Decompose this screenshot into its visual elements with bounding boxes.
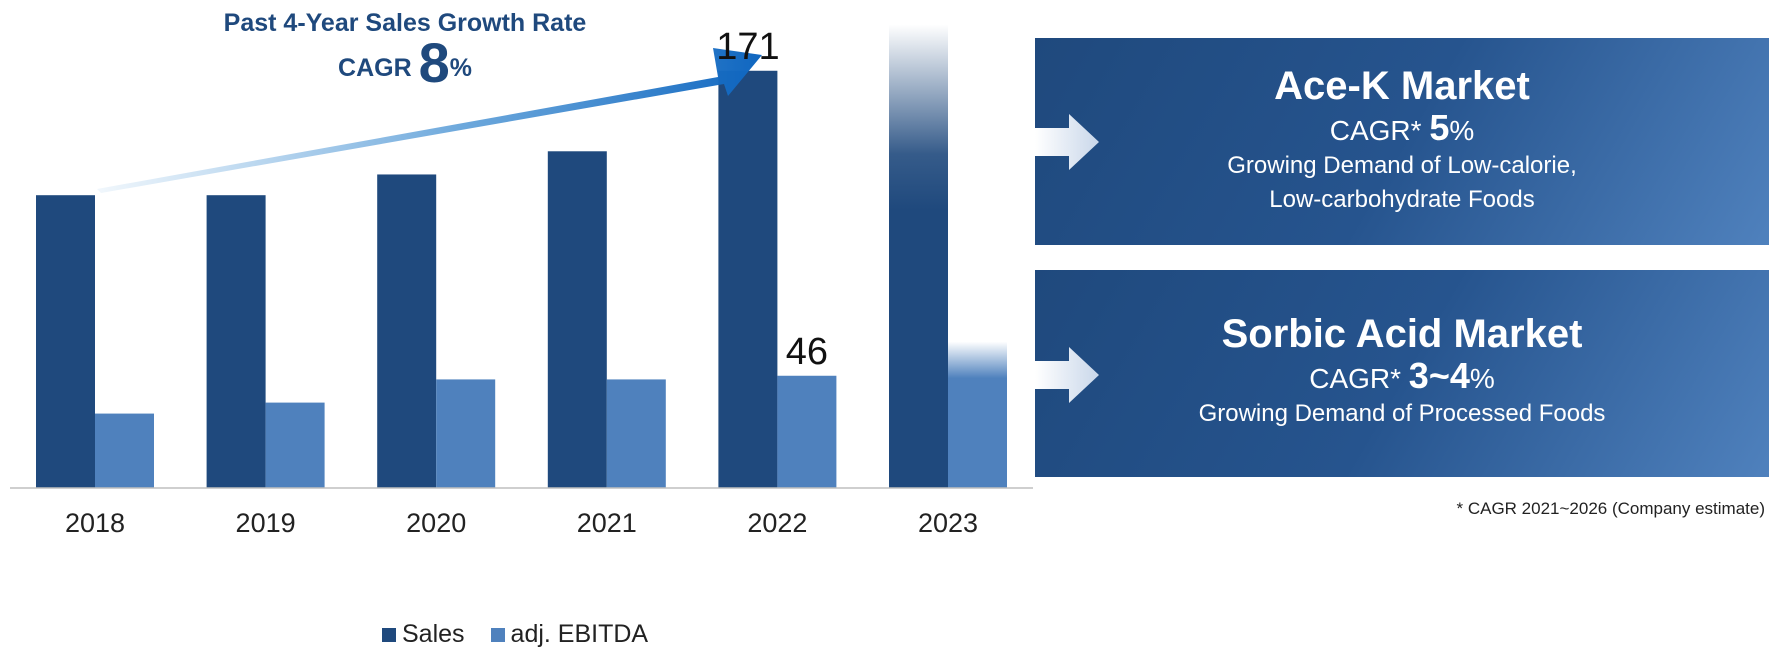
cagr-suffix: %	[449, 54, 472, 82]
footnote: * CAGR 2021~2026 (Company estimate)	[1456, 499, 1765, 518]
bar-ebitda-2021	[606, 379, 666, 488]
panel-title: Ace-K Market	[1274, 64, 1530, 108]
bar-sales-2022	[718, 70, 778, 488]
x-tick-label-2022: 2022	[747, 508, 807, 538]
ace-k-market-panel: Ace-K Market CAGR* 5% Growing Demand of …	[1035, 38, 1769, 245]
bar-ebitda-2020	[436, 379, 496, 488]
panel-cagr-suffix: %	[1469, 363, 1495, 394]
legend-item-sales: Sales	[382, 620, 465, 649]
bar-sales-2021	[547, 151, 607, 488]
panel-desc-line1: Growing Demand of Processed Foods	[1198, 400, 1606, 427]
data-label-ebitda-2022: 46	[786, 331, 828, 373]
growth-annotation-title: Past 4-Year Sales Growth Rate	[223, 9, 587, 37]
x-tick-label-2020: 2020	[406, 508, 466, 538]
arrow-pointer-1	[1035, 114, 1099, 170]
panel-cagr-prefix: CAGR*	[1329, 115, 1422, 146]
panel-cagr: CAGR* 3~4%	[1035, 358, 1769, 397]
bar-sales-2023	[889, 24, 948, 489]
cagr-value: 8	[418, 31, 450, 94]
x-tick-label-2019: 2019	[236, 508, 296, 538]
cagr-prefix: CAGR	[338, 54, 412, 82]
sales-ebitda-chart: 2018 2019 2020 2021 2022 2023 171 46	[10, 24, 1033, 538]
panel-cagr-value: 3~4	[1408, 355, 1470, 396]
sorbic-acid-market-panel: Sorbic Acid Market CAGR* 3~4% Growing De…	[1035, 270, 1769, 477]
bar-ebitda-2023	[948, 341, 1007, 488]
growth-annotation-cagr: CAGR 8%	[150, 35, 660, 93]
x-tick-label-2018: 2018	[65, 508, 125, 538]
panel-cagr-prefix: CAGR*	[1309, 363, 1402, 394]
legend-label-sales: Sales	[402, 620, 465, 648]
arrow-pointer-2	[1035, 347, 1099, 403]
bar-sales-2020	[377, 174, 437, 488]
x-tick-label-2021: 2021	[577, 508, 637, 538]
panel-cagr-suffix: %	[1449, 115, 1475, 146]
legend-item-ebitda: adj. EBITDA	[490, 620, 649, 649]
panel-desc-line1: Growing Demand of Low-calorie,	[1227, 152, 1577, 179]
panel-cagr: CAGR* 5%	[1035, 110, 1769, 149]
panel-cagr-value: 5	[1429, 107, 1450, 148]
bar-ebitda-2018	[95, 413, 154, 488]
legend: Sales adj. EBITDA	[382, 620, 674, 649]
legend-swatch-sales	[382, 627, 396, 642]
growth-arrow	[97, 48, 762, 193]
legend-swatch-ebitda	[490, 627, 505, 642]
bar-sales-2018	[36, 195, 95, 488]
x-tick-label-2023: 2023	[918, 508, 978, 538]
legend-label-ebitda: adj. EBITDA	[510, 620, 649, 648]
bar-ebitda-2019	[265, 402, 325, 488]
bar-sales-2019	[206, 195, 266, 488]
data-label-sales-2022: 171	[716, 26, 779, 68]
bar-ebitda-2022	[777, 375, 837, 488]
panel-desc-line2: Low-carbohydrate Foods	[1269, 186, 1535, 213]
panel-title: Sorbic Acid Market	[1221, 312, 1583, 356]
